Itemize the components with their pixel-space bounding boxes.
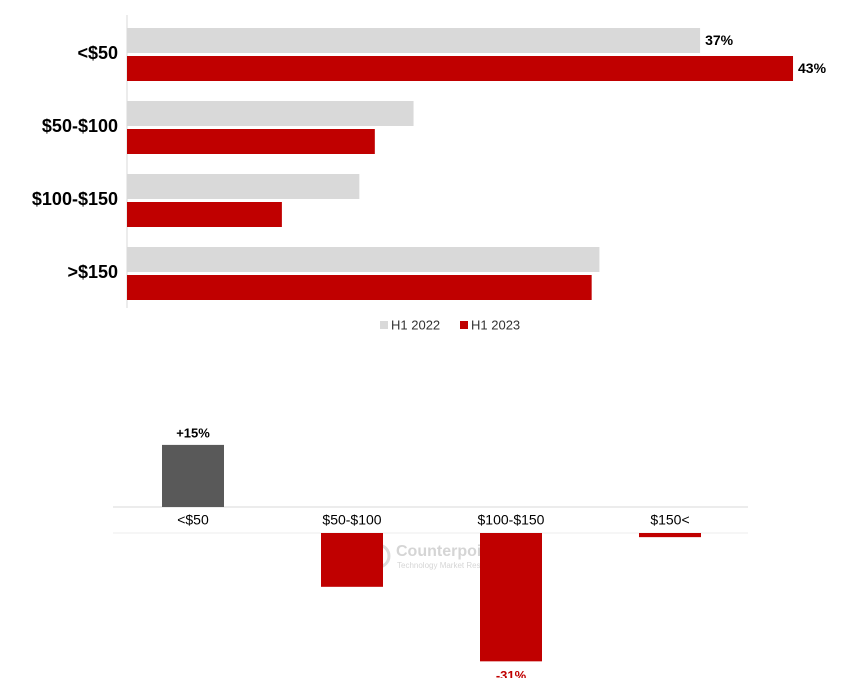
x-tick-label: $150< [650,512,689,528]
bar [127,129,375,154]
legend-label: H1 2023 [471,317,520,332]
data-label: +15% [176,425,210,440]
y-tick-label: >$150 [67,262,118,282]
x-tick-label: <$50 [177,512,209,528]
bar [321,533,383,587]
bar [127,28,701,53]
bar [127,101,414,126]
data-label: 43% [798,60,827,76]
y-tick-label: <$50 [77,43,118,63]
bar [480,533,542,662]
data-label: 37% [705,32,734,48]
bar [127,56,794,81]
y-tick-label: $50-$100 [42,116,118,136]
bar [639,533,701,538]
y-tick-label: $100-$150 [32,189,118,209]
x-tick-label: $100-$150 [478,512,545,528]
watermark-title: Counterpoint [396,543,497,560]
legend-label: H1 2022 [391,317,440,332]
watermark-subtitle: Technology Market Research [397,561,501,570]
legend-swatch [380,321,388,329]
bar [127,275,592,300]
data-label: -31% [496,668,527,678]
x-tick-label: $50-$100 [322,512,381,528]
bar [127,247,600,272]
bar [162,444,224,507]
bar [127,174,360,199]
bar [127,202,282,227]
legend-swatch [460,321,468,329]
